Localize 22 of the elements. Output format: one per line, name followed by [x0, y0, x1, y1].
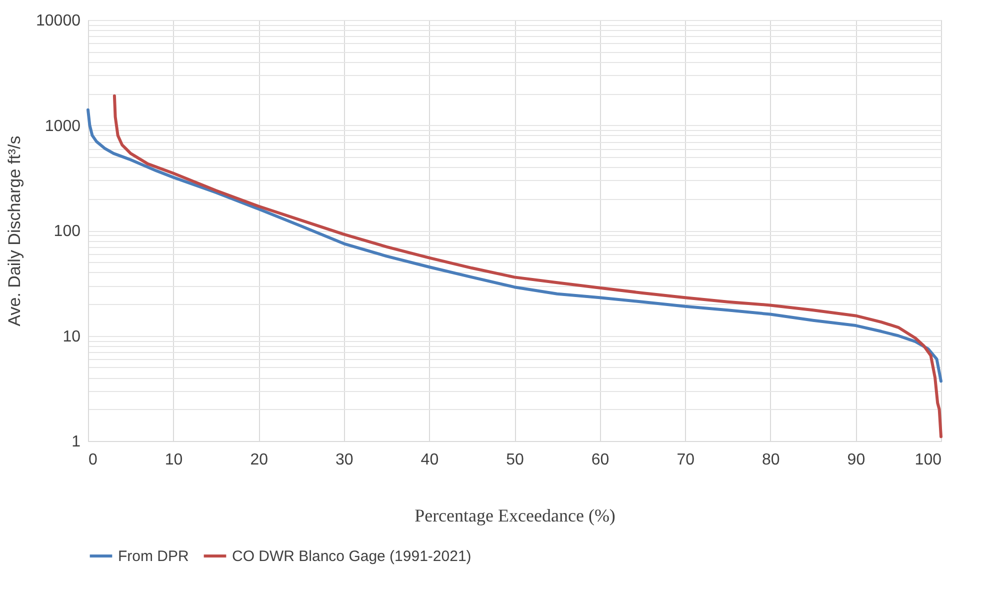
x-tick-label: 20	[250, 452, 268, 468]
y-axis-title: Ave. Daily Discharge ft³/s	[5, 136, 24, 326]
x-tick-label: 40	[420, 452, 439, 468]
line-series	[112, 94, 942, 438]
x-tick-label: 10	[164, 452, 183, 468]
line-series	[86, 108, 942, 383]
x-tick-label: 80	[762, 452, 780, 468]
y-tick-label: 100	[54, 223, 81, 240]
legend-label: From DPR	[118, 548, 189, 565]
x-tick-label: 50	[506, 452, 524, 468]
y-tick-label: 10	[62, 328, 81, 346]
x-tick-label: 90	[847, 452, 866, 468]
y-tick-label: 1	[72, 434, 81, 450]
x-tick-label: 100	[914, 452, 942, 468]
x-tick-label: 70	[676, 452, 695, 468]
x-tick-label: 60	[591, 452, 610, 468]
x-axis-title: Percentage Exceedance (%)	[414, 506, 616, 526]
x-tick-label: 0	[88, 452, 98, 468]
legend-label: CO DWR Blanco Gage (1991-2021)	[232, 548, 472, 565]
y-tick-label: 1000	[44, 118, 81, 135]
x-tick-label: 30	[336, 452, 354, 468]
y-tick-label: 10000	[36, 12, 81, 30]
